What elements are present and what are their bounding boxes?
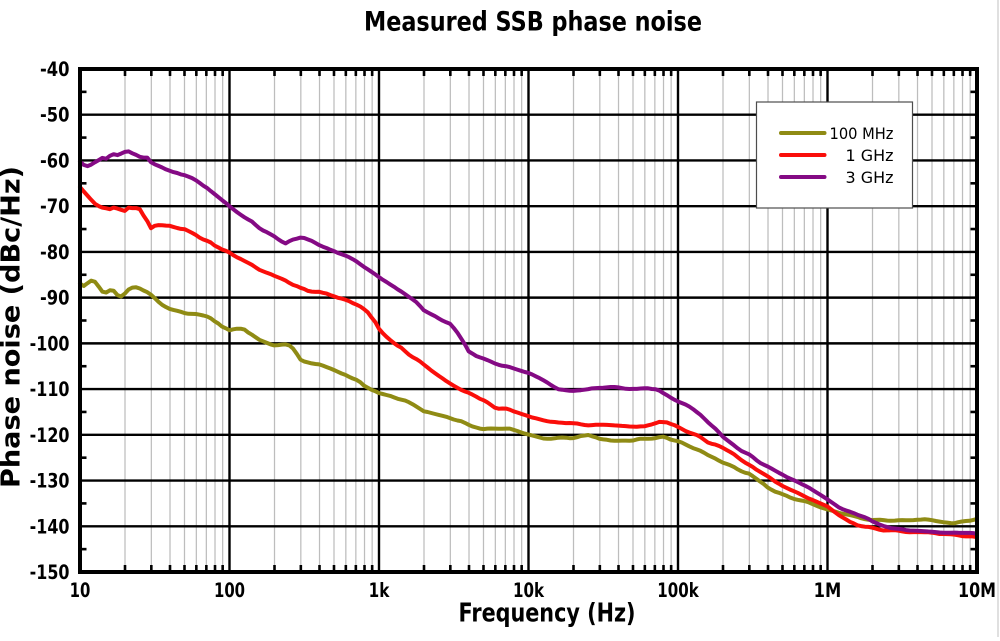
- axis-minor-ticks: [80, 69, 977, 572]
- series-curve-1-GHz: [78, 185, 979, 540]
- x-tick-labels: 10 100 1k 10k 100k 1M 10M: [70, 579, 996, 602]
- y-tick-label: -110: [30, 378, 70, 401]
- x-tick-label: 1k: [369, 579, 390, 602]
- y-tick-labels: -40 -50 -60 -70 -80 -90 -100 -110 -120 -130 -140 -1…: [30, 58, 70, 584]
- y-axis-title: Phase noise (dBc/Hz): [0, 166, 27, 488]
- y-tick-label: -50: [40, 104, 70, 127]
- chart-title: Measured SSB phase noise: [364, 7, 702, 38]
- legend-label: 3 GHz: [846, 168, 894, 187]
- y-tick-label: -120: [30, 424, 70, 447]
- y-tick-label: -40: [40, 58, 70, 81]
- y-tick-label: -140: [30, 515, 70, 538]
- series-curve-3-GHz: [78, 149, 979, 536]
- x-tick-label: 10k: [513, 579, 545, 602]
- y-tick-label: -90: [40, 287, 70, 310]
- x-tick-label: 100k: [657, 579, 699, 602]
- y-tick-label: -70: [40, 195, 70, 218]
- x-tick-label: 100: [214, 579, 245, 602]
- y-tick-label: -80: [40, 241, 70, 264]
- y-tick-label: -100: [30, 332, 70, 355]
- y-tick-label: -130: [30, 470, 70, 493]
- y-tick-label: -60: [40, 149, 70, 172]
- x-tick-label: 10M: [958, 579, 996, 602]
- data-curves: [78, 149, 979, 540]
- x-tick-label: 1M: [814, 579, 842, 602]
- y-tick-label: -150: [30, 561, 70, 584]
- x-tick-label: 10: [70, 579, 91, 602]
- series-curve-100-MHz: [78, 278, 979, 526]
- legend: 100 MHz 1 GHz 3 GHz: [755, 101, 914, 209]
- legend-label: 100 MHz: [830, 124, 894, 143]
- x-axis-title: Frequency (Hz): [459, 599, 636, 629]
- legend-label: 1 GHz: [846, 146, 894, 165]
